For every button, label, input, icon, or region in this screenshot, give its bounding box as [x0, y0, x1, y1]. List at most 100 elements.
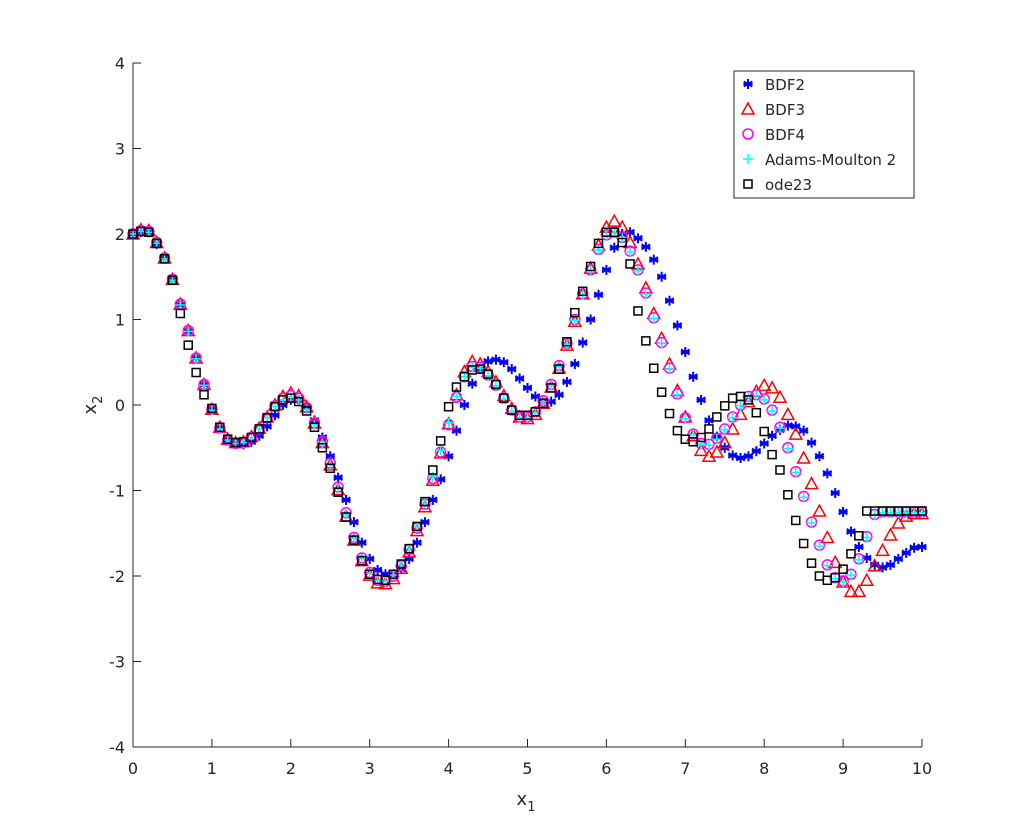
data-point: [764, 380, 780, 394]
data-point: [625, 259, 635, 269]
data-point: [672, 389, 683, 400]
data-point: [656, 338, 667, 349]
legend-label: BDF4: [765, 126, 805, 144]
data-point: [664, 364, 675, 375]
data-point: [341, 512, 351, 522]
axes: 0 1 2 3 4 5 6 7 8 9 10 -4 -3 -2 -1 0 1 2 3 4: [109, 54, 932, 778]
x-tick-label: 10: [912, 759, 932, 778]
legend-box: [733, 70, 915, 199]
data-point: [672, 320, 683, 331]
data-point: [656, 271, 667, 282]
legend-marker: [743, 79, 753, 89]
data-point: [822, 468, 833, 479]
data-point: [420, 496, 430, 507]
data-point: [546, 383, 556, 393]
data-point: [854, 531, 864, 541]
data-point: [664, 295, 675, 306]
data-point: [554, 389, 564, 400]
legend-marker: [743, 179, 753, 189]
data-point: [401, 544, 417, 558]
x-tick-label: 8: [759, 759, 769, 778]
data-point: [791, 515, 801, 526]
y-tick-label: 1: [115, 311, 125, 330]
data-point: [433, 445, 448, 459]
data-point: [917, 506, 927, 516]
data-point: [814, 541, 825, 552]
data-point: [159, 254, 170, 264]
data-point: [317, 443, 328, 453]
data-point: [759, 426, 769, 437]
data-point: [703, 440, 714, 451]
data-point: [640, 288, 651, 299]
data-point: [751, 446, 762, 457]
data-point: [491, 354, 501, 365]
data-point: [717, 435, 733, 449]
data-point: [798, 538, 809, 549]
data-point: [514, 373, 525, 384]
data-point: [451, 382, 462, 392]
y-tick-label: -1: [109, 482, 125, 501]
data-point: [301, 406, 312, 416]
data-point: [593, 289, 604, 300]
legend-label: BDF2: [765, 76, 805, 94]
data-point: [891, 515, 906, 529]
data-point: [727, 450, 738, 461]
data-point: [199, 389, 209, 400]
data-point: [144, 227, 154, 238]
data-point: [735, 400, 746, 411]
data-point: [506, 364, 517, 375]
data-point: [756, 377, 772, 392]
data-point: [459, 372, 470, 382]
y-tick-label: 0: [115, 396, 125, 415]
data-point: [909, 542, 919, 553]
data-point: [498, 357, 509, 368]
data-point: [806, 437, 817, 448]
data-point: [680, 413, 691, 424]
data-point: [199, 380, 210, 391]
data-point: [772, 389, 788, 404]
data-point: [845, 570, 856, 581]
data-point: [577, 286, 588, 297]
data-point: [633, 233, 643, 244]
data-point: [506, 405, 517, 415]
data-point: [709, 444, 725, 458]
y-tick-label: -3: [109, 653, 125, 672]
data-point: [270, 401, 280, 412]
data-point: [396, 559, 407, 569]
x-tick-label: 5: [522, 759, 532, 778]
data-point: [183, 340, 193, 350]
data-point: [207, 403, 217, 414]
x-tick-label: 9: [838, 759, 848, 778]
data-point: [875, 542, 890, 557]
data-point: [593, 238, 604, 249]
data-point: [528, 406, 543, 421]
series-bdf2: [128, 227, 927, 580]
data-point: [443, 417, 454, 428]
data-point: [609, 227, 620, 238]
data-point: [499, 393, 509, 403]
data-point: [648, 363, 659, 373]
data-point: [309, 422, 320, 432]
data-point: [491, 379, 501, 390]
data-point: [885, 559, 896, 570]
data-markers: [125, 213, 930, 598]
y-tick-label: 4: [115, 54, 125, 73]
data-point: [696, 432, 706, 443]
data-point: [333, 472, 343, 483]
x-tick-label: 7: [680, 759, 690, 778]
data-point: [867, 558, 882, 572]
data-point: [680, 346, 691, 357]
data-point: [774, 423, 785, 434]
data-point: [804, 476, 819, 490]
legend-label: ode23: [765, 176, 812, 194]
series-bdf4: [127, 224, 928, 587]
data-point: [838, 564, 848, 574]
data-point: [577, 337, 588, 348]
data-point: [443, 401, 454, 412]
data-point: [711, 434, 722, 445]
data-point: [859, 572, 875, 587]
legend-entry: ode23: [743, 176, 812, 194]
data-point: [806, 517, 817, 528]
legend: BDF2 BDF3 BDF4 Adams-Moulton 2 ode23: [733, 70, 915, 199]
